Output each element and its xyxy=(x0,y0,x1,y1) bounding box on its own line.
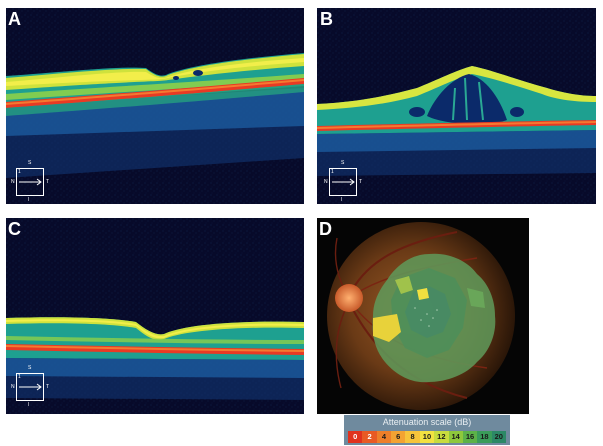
fundus-image xyxy=(327,222,515,410)
attenuation-scale-tick: 18 xyxy=(477,431,492,443)
orientation-index-label: 1 xyxy=(331,169,334,175)
oct-panel-b: B S 1 N T I xyxy=(317,8,596,204)
attenuation-scale-tick: 12 xyxy=(434,431,449,443)
orientation-nasal-label: N xyxy=(324,179,328,185)
orientation-key: S 1 N T I xyxy=(11,366,49,409)
attenuation-scale-tick: 14 xyxy=(448,431,463,443)
orientation-inferior-label: I xyxy=(28,197,30,203)
orientation-key: S 1 N T I xyxy=(11,161,49,204)
arrow-right-icon xyxy=(19,383,42,391)
orientation-superior-label: S xyxy=(28,365,32,371)
orientation-nasal-label: N xyxy=(11,179,15,185)
orientation-inferior-label: I xyxy=(341,197,343,203)
fundus-panel-d: D xyxy=(317,218,529,414)
arrow-right-icon xyxy=(332,178,355,186)
panel-label-c: C xyxy=(8,219,21,239)
arrow-right-icon xyxy=(19,178,42,186)
oct-scan-c xyxy=(6,218,304,414)
panel-label-d: D xyxy=(319,219,332,239)
orientation-nasal-label: N xyxy=(11,384,15,390)
attenuation-scale-bar: 0 2 4 6 8 10 12 14 16 18 20 xyxy=(348,431,506,443)
orientation-inferior-label: I xyxy=(28,402,30,408)
attenuation-scale-tick: 6 xyxy=(391,431,406,443)
orientation-temporal-label: T xyxy=(359,179,363,185)
oct-scan-b xyxy=(317,8,596,204)
attenuation-scale-tick: 10 xyxy=(419,431,435,443)
orientation-box xyxy=(16,168,44,196)
orientation-box xyxy=(329,168,357,196)
panel-label-a: A xyxy=(8,9,21,29)
attenuation-scale-tick: 8 xyxy=(405,431,420,443)
orientation-superior-label: S xyxy=(28,160,32,166)
attenuation-scale-legend: Attenuation scale (dB) 0 2 4 6 8 10 12 14 16 18 20 xyxy=(344,415,510,445)
attenuation-scale-tick: 4 xyxy=(376,431,392,443)
attenuation-scale-tick: 16 xyxy=(462,431,478,443)
attenuation-scale-tick: 0 xyxy=(348,431,363,443)
orientation-key: S 1 N T I xyxy=(324,161,362,204)
orientation-index-label: 1 xyxy=(18,169,21,175)
orientation-box xyxy=(16,373,44,401)
orientation-temporal-label: T xyxy=(46,179,50,185)
attenuation-scale-tick: 20 xyxy=(491,431,506,443)
oct-panel-a: A S 1 N T I xyxy=(6,8,304,204)
attenuation-scale-tick: 2 xyxy=(362,431,377,443)
oct-panel-c: C S 1 N T I xyxy=(6,218,304,414)
oct-scan-a xyxy=(6,8,304,204)
orientation-temporal-label: T xyxy=(46,384,50,390)
orientation-index-label: 1 xyxy=(18,374,21,380)
orientation-superior-label: S xyxy=(341,160,345,166)
attenuation-scale-title: Attenuation scale (dB) xyxy=(382,417,472,427)
panel-label-b: B xyxy=(320,9,333,29)
